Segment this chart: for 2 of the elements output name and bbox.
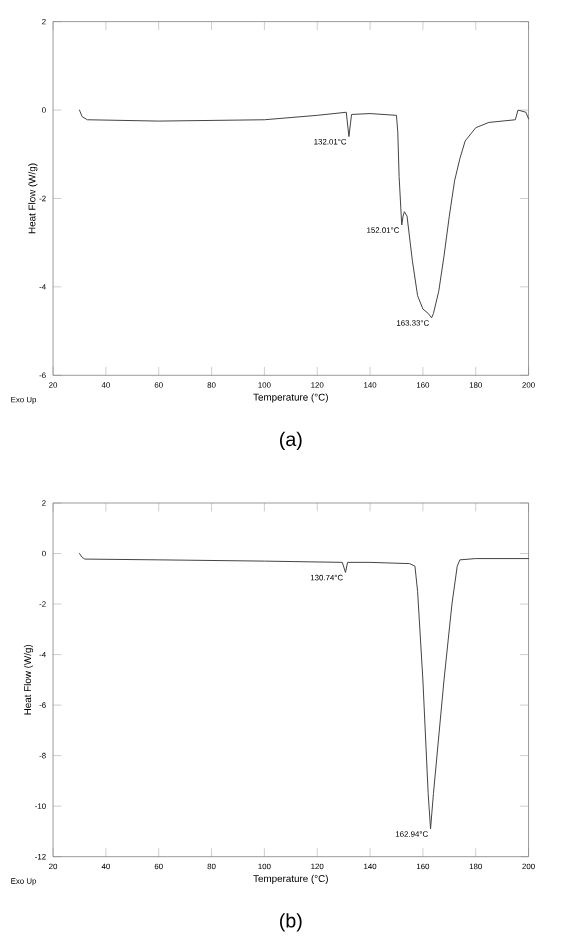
text: (a): [280, 431, 302, 451]
text: (b): [280, 913, 302, 932]
